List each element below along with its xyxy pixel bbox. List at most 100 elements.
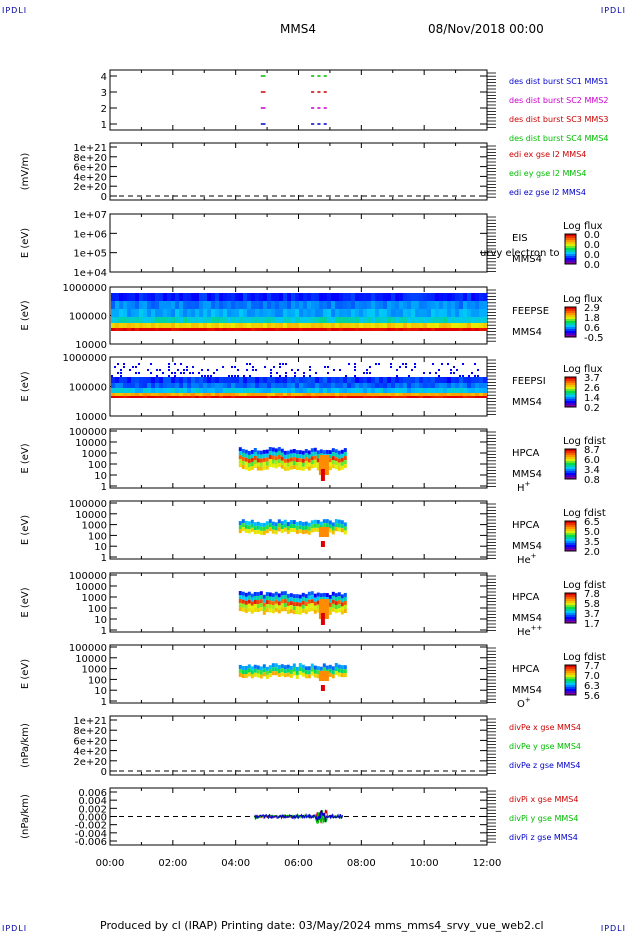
heatmap-cell xyxy=(427,293,431,301)
heatmap-cell xyxy=(277,601,281,606)
heatmap-cell xyxy=(471,328,475,331)
heatmap-cell xyxy=(471,396,475,398)
heatmap-cell xyxy=(175,323,179,328)
colorbar-tick-label: 3.4 xyxy=(584,465,600,476)
heatmap-cell xyxy=(199,396,203,398)
heatmap-cell xyxy=(455,383,459,388)
heatmap-cell xyxy=(286,522,290,527)
heatmap-cell xyxy=(304,606,308,611)
heatmap-cell xyxy=(119,383,123,388)
heatmap-cell xyxy=(337,450,341,455)
heatmap-cell xyxy=(463,328,467,331)
heatmap-cell xyxy=(131,377,135,383)
heatmap-cell xyxy=(331,530,335,535)
heatmap-cell xyxy=(275,323,279,328)
sparse-pixel xyxy=(123,363,125,365)
heatmap-cell xyxy=(183,323,187,328)
heatmap-cell xyxy=(423,328,427,331)
colorbar-swatch xyxy=(565,393,576,396)
heatmap-cell xyxy=(241,603,245,608)
y-tick-label: 1000 xyxy=(82,521,107,532)
heatmap-cell xyxy=(387,393,391,396)
colorbar-swatch xyxy=(565,455,576,458)
heatmap-cell xyxy=(280,599,284,604)
heatmap-cell xyxy=(195,388,199,393)
heatmap-cell xyxy=(274,607,278,612)
heatmap-cell xyxy=(289,524,293,529)
heatmap-cell xyxy=(275,388,279,393)
heatmap-cell xyxy=(119,328,123,331)
heatmap-cell xyxy=(327,396,331,398)
heatmap-cell xyxy=(267,388,271,393)
heatmap-cell xyxy=(263,309,267,317)
heatmap-cell xyxy=(467,377,471,383)
heatmap-cell xyxy=(340,669,344,674)
colorbar-swatch xyxy=(565,617,576,620)
heatmap-cell xyxy=(253,591,257,596)
heatmap-cell xyxy=(328,520,332,525)
heatmap-cell xyxy=(340,461,344,466)
heatmap-cell xyxy=(295,594,299,599)
heatmap-cell xyxy=(367,301,371,309)
heatmap-cell xyxy=(319,309,323,317)
colorbar-swatch xyxy=(565,385,576,388)
heatmap-cell xyxy=(483,293,487,301)
heatmap-cell xyxy=(119,293,123,301)
heatmap-cell xyxy=(277,609,281,614)
heatmap-cell xyxy=(251,317,255,323)
corner-mark-top-right: IPDLI xyxy=(600,6,626,15)
heatmap-cell xyxy=(331,301,335,309)
sparse-pixel xyxy=(285,363,287,365)
sparse-pixel xyxy=(114,366,116,368)
heatmap-cell xyxy=(187,383,191,388)
heatmap-cell xyxy=(310,528,314,533)
colorbar-frame xyxy=(564,664,577,696)
colorbar-swatch xyxy=(565,260,576,263)
colorbar-tick-label: 3.7 xyxy=(584,609,600,620)
heatmap-cell xyxy=(371,328,375,331)
heatmap-cell xyxy=(375,393,379,396)
heatmap-cell xyxy=(223,388,227,393)
heatmap-cell xyxy=(119,393,123,396)
heatmap-cell xyxy=(277,451,281,456)
colorbar-swatch xyxy=(565,323,576,326)
heatmap-cell xyxy=(419,309,423,317)
colorbar-swatch xyxy=(565,379,576,382)
heatmap-cell xyxy=(191,396,195,398)
heatmap-cell xyxy=(383,383,387,388)
heatmap-cell xyxy=(263,293,267,301)
heatmap-cell xyxy=(479,317,483,323)
heatmap-cell xyxy=(287,301,291,309)
heatmap-cell xyxy=(292,520,296,525)
heatmap-cell xyxy=(280,595,284,600)
colorbar-swatch xyxy=(565,619,576,622)
heatmap-cell xyxy=(151,293,155,301)
heatmap-cell xyxy=(199,388,203,393)
heatmap-cell xyxy=(187,323,191,328)
heatmap-cell xyxy=(223,301,227,309)
heatmap-cell xyxy=(318,527,329,537)
heatmap-cell xyxy=(343,600,347,605)
heatmap-cell xyxy=(367,377,371,383)
heatmap-cell xyxy=(171,309,175,317)
heatmap-cell xyxy=(195,396,199,398)
heatmap-cell xyxy=(335,301,339,309)
heatmap-cell xyxy=(262,522,266,527)
heatmap-cell xyxy=(135,377,139,383)
heatmap-cell xyxy=(250,605,254,610)
heatmap-cell xyxy=(295,602,299,607)
sparse-pixel xyxy=(453,366,455,368)
sparse-pixel xyxy=(177,369,179,371)
heatmap-cell xyxy=(351,388,355,393)
heatmap-cell xyxy=(286,454,290,459)
colorbar-swatch xyxy=(565,256,576,259)
heatmap-cell xyxy=(391,383,395,388)
heatmap-cell xyxy=(301,530,305,535)
sparse-pixel xyxy=(435,372,437,374)
sparse-pixel xyxy=(327,366,329,368)
heatmap-cell xyxy=(115,388,119,393)
heatmap-cell xyxy=(143,293,147,301)
heatmap-cell xyxy=(355,393,359,396)
heatmap-cell xyxy=(383,317,387,323)
colorbar-frame xyxy=(564,376,577,408)
